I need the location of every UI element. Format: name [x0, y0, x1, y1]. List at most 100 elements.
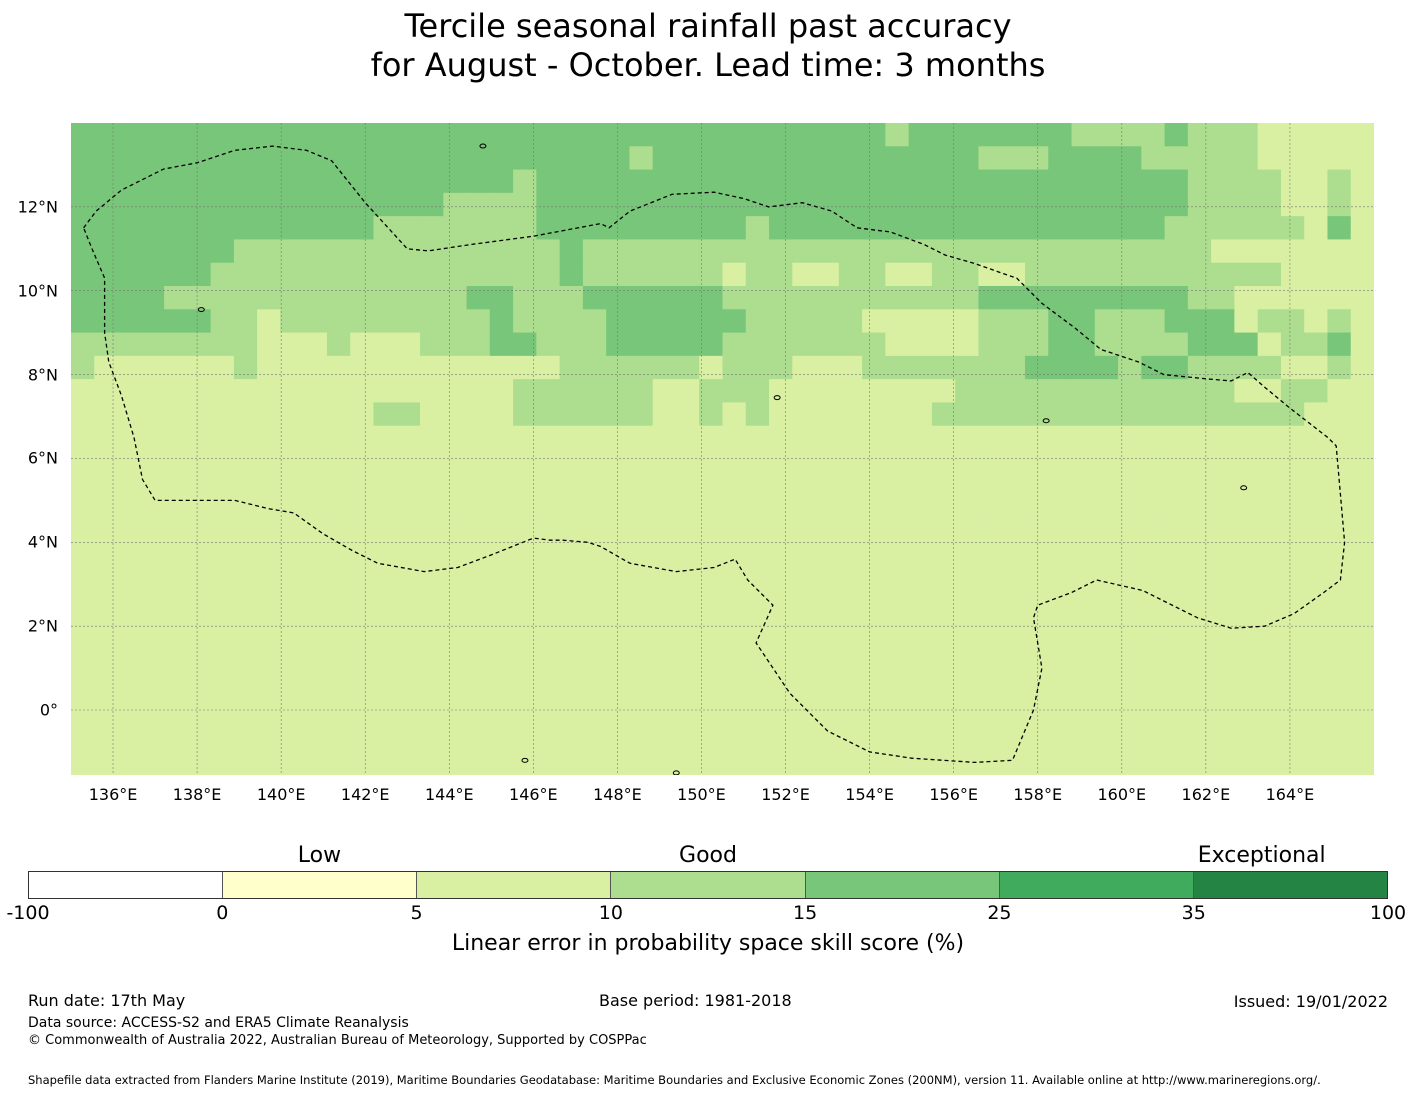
grid-cell	[838, 286, 863, 310]
grid-cell	[931, 262, 956, 287]
grid-cell	[94, 216, 119, 241]
grid-cell	[1048, 146, 1073, 171]
grid-cell	[513, 425, 537, 450]
grid-cell	[420, 705, 444, 730]
grid-cell	[1164, 495, 1189, 520]
grid-cell	[1304, 123, 1329, 147]
grid-cell	[117, 123, 142, 147]
grid-cell	[373, 239, 398, 264]
grid-cell	[350, 146, 375, 171]
grid-cell	[1280, 332, 1305, 357]
grid-cell	[71, 495, 95, 520]
grid-cell	[1350, 425, 1374, 450]
grid-cell	[489, 123, 514, 147]
grid-cell	[280, 216, 305, 241]
grid-cell	[1071, 216, 1096, 241]
grid-cell	[955, 449, 980, 473]
grid-cell	[210, 425, 235, 450]
grid-cell	[326, 635, 351, 660]
grid-cell	[1118, 402, 1142, 427]
grid-cell	[513, 123, 537, 147]
grid-cell	[1211, 728, 1235, 753]
grid-cell	[71, 518, 95, 543]
grid-cell	[675, 588, 700, 613]
grid-cell	[373, 355, 398, 380]
grid-cell	[1094, 751, 1119, 775]
grid-cell	[862, 705, 886, 730]
grid-cell	[629, 705, 654, 730]
grid-cell	[838, 402, 863, 427]
grid-cell	[838, 262, 863, 287]
grid-cell	[280, 542, 305, 567]
grid-cell	[373, 565, 398, 590]
grid-cell	[1141, 751, 1166, 775]
grid-cell	[629, 309, 654, 334]
grid-cell	[536, 472, 561, 497]
grid-cell	[1094, 495, 1119, 520]
grid-cell	[117, 192, 142, 217]
grid-cell	[745, 332, 770, 357]
grid-cell	[164, 635, 188, 660]
grid-cell	[373, 588, 398, 613]
grid-cell	[931, 379, 956, 404]
grid-cell	[303, 705, 328, 730]
grid-cell	[1350, 588, 1374, 613]
grid-cell	[606, 472, 631, 497]
grid-cell	[885, 542, 910, 567]
grid-cell	[629, 565, 654, 590]
grid-cell	[862, 518, 886, 543]
grid-cell	[1350, 169, 1374, 194]
grid-cell	[280, 146, 305, 171]
grid-cell	[1024, 518, 1049, 543]
grid-cell	[513, 658, 537, 683]
grid-cell	[978, 518, 1003, 543]
grid-cell	[1211, 565, 1235, 590]
grid-cell	[1164, 192, 1189, 217]
grid-cell	[1164, 518, 1189, 543]
grid-cell	[675, 681, 700, 706]
grid-cell	[1257, 565, 1282, 590]
grid-cell	[117, 751, 142, 775]
grid-cell	[140, 425, 165, 450]
grid-cell	[1024, 542, 1049, 567]
grid-cell	[769, 612, 793, 636]
grid-cell	[140, 518, 165, 543]
grid-cell	[280, 472, 305, 497]
grid-cell	[1118, 681, 1142, 706]
grid-cell	[140, 449, 165, 473]
grid-cell	[1001, 146, 1026, 171]
grid-cell	[257, 472, 282, 497]
grid-cell	[466, 751, 491, 775]
grid-cell	[1141, 635, 1166, 660]
grid-cell	[373, 146, 398, 171]
grid-cell	[908, 681, 933, 706]
grid-cell	[187, 286, 212, 310]
grid-cell	[164, 728, 188, 753]
grid-cell	[280, 449, 305, 473]
grid-cell	[1024, 681, 1049, 706]
longitude-tick-label: 150°E	[677, 785, 726, 804]
grid-cell	[373, 751, 398, 775]
grid-cell	[117, 332, 142, 357]
grid-cell	[443, 681, 468, 706]
grid-cell	[908, 355, 933, 380]
grid-cell	[396, 425, 421, 450]
copyright-notice: © Commonwealth of Australia 2022, Austra…	[28, 1033, 647, 1048]
grid-cell	[815, 751, 840, 775]
grid-cell	[978, 402, 1003, 427]
grid-cell	[652, 588, 677, 613]
grid-cell	[1118, 425, 1142, 450]
grid-cell	[257, 705, 282, 730]
grid-cell	[303, 332, 328, 357]
grid-cell	[838, 495, 863, 520]
grid-cell	[885, 332, 910, 357]
grid-cell	[722, 472, 747, 497]
grid-cell	[396, 123, 421, 147]
grid-cell	[1141, 239, 1166, 264]
grid-cell	[699, 728, 724, 753]
grid-cell	[1187, 239, 1212, 264]
grid-cell	[559, 216, 584, 241]
grid-cell	[1024, 146, 1049, 171]
grid-cell	[1234, 123, 1259, 147]
grid-cell	[1164, 751, 1189, 775]
